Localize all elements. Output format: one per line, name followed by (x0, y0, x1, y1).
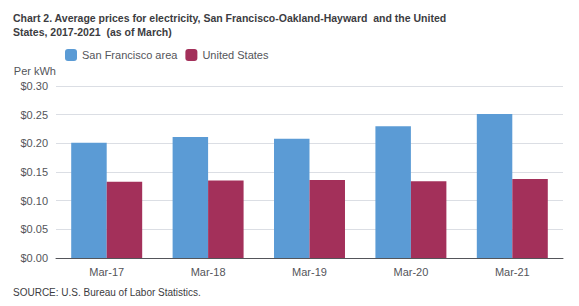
svg-text:$0.00: $0.00 (20, 252, 48, 264)
svg-text:$0.15: $0.15 (20, 166, 48, 178)
svg-text:$0.25: $0.25 (20, 109, 48, 121)
svg-text:$0.30: $0.30 (20, 80, 48, 92)
svg-text:SOURCE: U.S. Bureau of Labor S: SOURCE: U.S. Bureau of Labor Statistics. (13, 287, 201, 298)
svg-text:Mar-21: Mar-21 (495, 266, 530, 278)
svg-text:United States: United States (202, 49, 269, 61)
svg-text:Per kWh: Per kWh (14, 65, 56, 77)
svg-text:Mar-18: Mar-18 (191, 266, 226, 278)
svg-text:$0.10: $0.10 (20, 195, 48, 207)
svg-text:San Francisco area: San Francisco area (82, 49, 178, 61)
svg-text:Mar-19: Mar-19 (292, 266, 327, 278)
svg-text:Chart 2. Average prices for el: Chart 2. Average prices for electricity,… (13, 12, 446, 24)
svg-text:$0.20: $0.20 (20, 137, 48, 149)
svg-text:States, 2017-2021 (as of Marc: States, 2017-2021 (as of March) (13, 26, 172, 38)
svg-text:$0.05: $0.05 (20, 223, 48, 235)
svg-text:Mar-20: Mar-20 (393, 266, 428, 278)
svg-text:Mar-17: Mar-17 (89, 266, 124, 278)
